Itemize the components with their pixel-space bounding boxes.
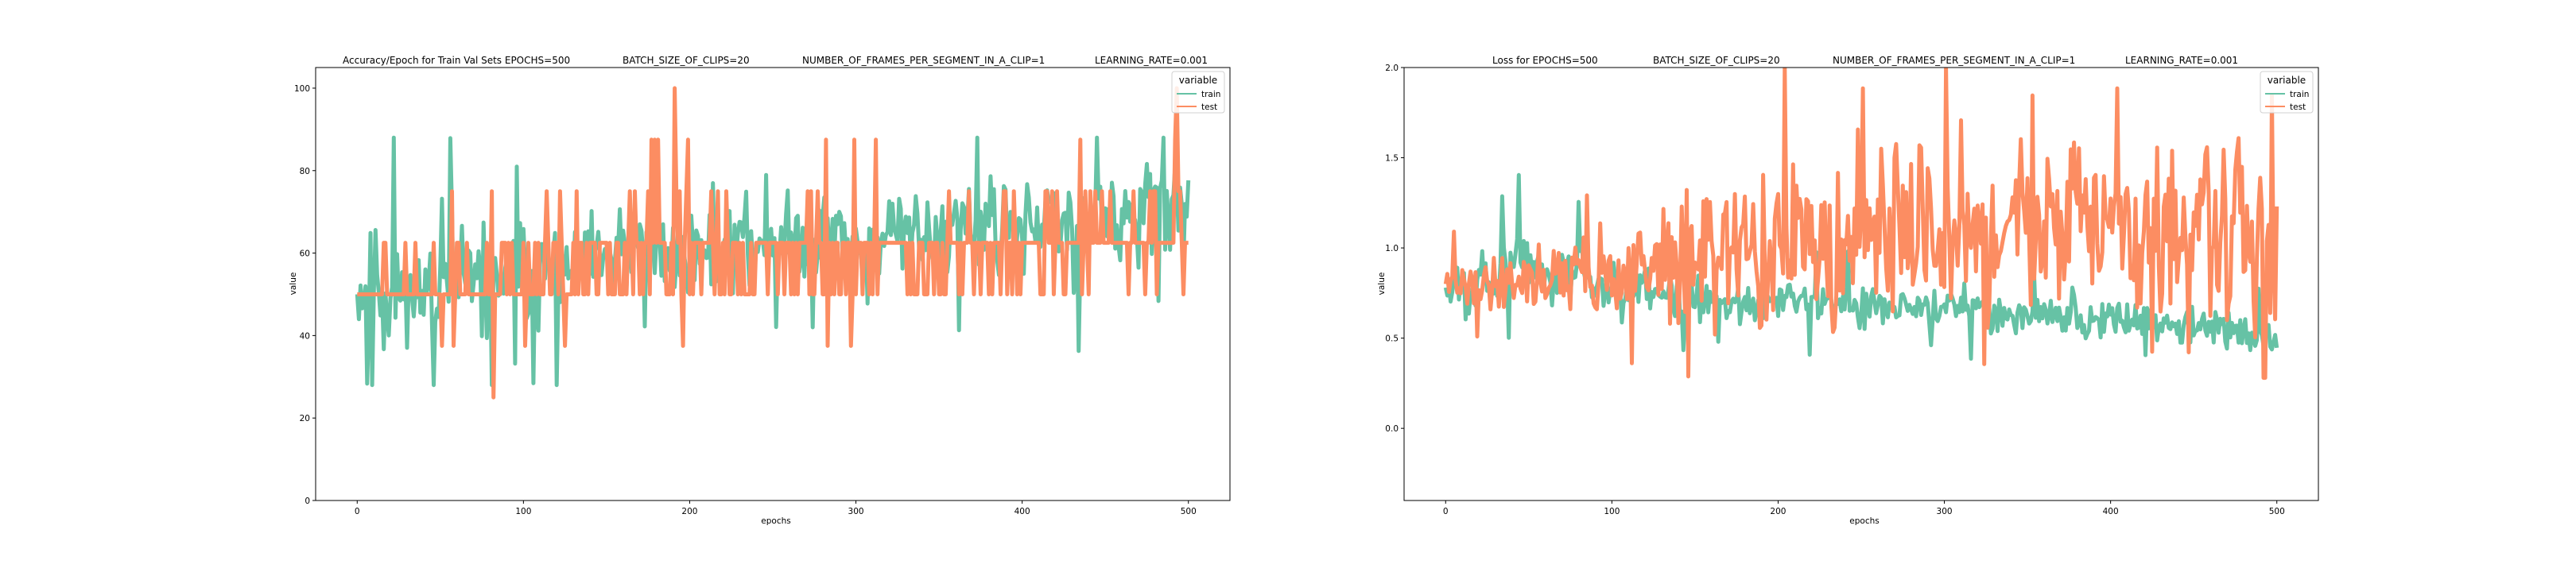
- loss-y-tick-label: 2.0: [1385, 64, 1399, 73]
- accuracy-x-tick-label: 500: [1181, 507, 1197, 516]
- accuracy-x-ticks: 0 100 200 300 400 500: [355, 500, 1197, 516]
- accuracy-test-line: [356, 86, 1189, 400]
- loss-title-part-4: LEARNING_RATE=0.001: [2125, 55, 2238, 66]
- accuracy-x-axis-label: epochs: [761, 516, 790, 526]
- accuracy-title-part-3: NUMBER_OF_FRAMES_PER_SEGMENT_IN_A_CLIP=1: [802, 55, 1045, 66]
- accuracy-x-tick-label: 100: [515, 507, 531, 516]
- loss-legend-test-label: test: [2290, 102, 2306, 112]
- accuracy-x-tick-label: 400: [1014, 507, 1030, 516]
- loss-y-tick-label: 1.0: [1385, 244, 1399, 253]
- loss-x-ticks: 0 100 200 300 400 500: [1443, 500, 2285, 516]
- accuracy-y-tick-label: 40: [300, 331, 310, 341]
- loss-x-tick-label: 500: [2269, 507, 2285, 516]
- loss-title-part-3: NUMBER_OF_FRAMES_PER_SEGMENT_IN_A_CLIP=1: [1833, 55, 2075, 66]
- loss-title-part-2: BATCH_SIZE_OF_CLIPS=20: [1653, 55, 1780, 66]
- loss-x-tick-label: 0: [1443, 507, 1449, 516]
- accuracy-title-part-4: LEARNING_RATE=0.001: [1095, 55, 1208, 66]
- loss-legend-box: [2260, 71, 2314, 114]
- loss-title: Loss for EPOCHS=500 BATCH_SIZE_OF_CLIPS=…: [1492, 55, 2238, 66]
- loss-y-ticks: 0.0 0.5 1.0 1.5 2.0: [1385, 64, 1404, 434]
- loss-plot-area: [1403, 67, 2319, 501]
- accuracy-y-tick-label: 60: [300, 249, 310, 259]
- loss-axes-frame: [1403, 67, 2319, 501]
- accuracy-title-part-1: Accuracy/Epoch for Train Val Sets EPOCHS…: [343, 55, 570, 66]
- loss-y-tick-label: 1.5: [1385, 154, 1399, 164]
- accuracy-y-axis-label: value: [289, 272, 298, 296]
- loss-x-axis-label: epochs: [1849, 516, 1879, 526]
- loss-chart: Loss for EPOCHS=500 BATCH_SIZE_OF_CLIPS=…: [1377, 55, 2319, 526]
- accuracy-x-tick-label: 200: [681, 507, 697, 516]
- accuracy-x-tick-label: 0: [355, 507, 360, 516]
- accuracy-axes-frame: [315, 67, 1231, 501]
- loss-x-tick-label: 400: [2103, 507, 2119, 516]
- loss-test-line: [1443, 68, 2279, 381]
- loss-x-tick-label: 200: [1770, 507, 1786, 516]
- accuracy-legend-box: [1171, 71, 1225, 114]
- accuracy-y-tick-label: 100: [294, 84, 310, 94]
- loss-y-tick-label: 0.0: [1385, 424, 1399, 434]
- loss-y-tick-label: 0.5: [1385, 334, 1399, 344]
- loss-legend: variable train test: [2260, 71, 2314, 114]
- accuracy-legend: variable train test: [1171, 71, 1225, 114]
- accuracy-y-tick-label: 0: [305, 497, 310, 506]
- accuracy-y-ticks: 0 20 40 60 80 100: [294, 84, 316, 506]
- loss-x-tick-label: 100: [1604, 507, 1620, 516]
- accuracy-y-tick-label: 20: [300, 414, 310, 423]
- accuracy-y-tick-label: 80: [300, 167, 310, 176]
- accuracy-title-part-2: BATCH_SIZE_OF_CLIPS=20: [623, 55, 750, 66]
- accuracy-legend-test-label: test: [1201, 102, 1217, 112]
- accuracy-plot-area: [315, 67, 1231, 501]
- loss-y-axis-label: value: [1377, 272, 1387, 296]
- loss-title-part-1: Loss for EPOCHS=500: [1492, 55, 1598, 66]
- loss-x-tick-label: 300: [1937, 507, 1953, 516]
- accuracy-series-lines: [355, 86, 1191, 400]
- loss-legend-title: variable: [2268, 75, 2306, 86]
- accuracy-chart: Accuracy/Epoch for Train Val Sets EPOCHS…: [289, 55, 1231, 526]
- accuracy-title: Accuracy/Epoch for Train Val Sets EPOCHS…: [343, 55, 1208, 66]
- accuracy-legend-title: variable: [1179, 75, 1217, 86]
- loss-legend-train-label: train: [2290, 90, 2309, 99]
- loss-series-lines: [1443, 68, 2279, 381]
- accuracy-x-tick-label: 300: [848, 507, 864, 516]
- accuracy-legend-train-label: train: [1201, 90, 1220, 99]
